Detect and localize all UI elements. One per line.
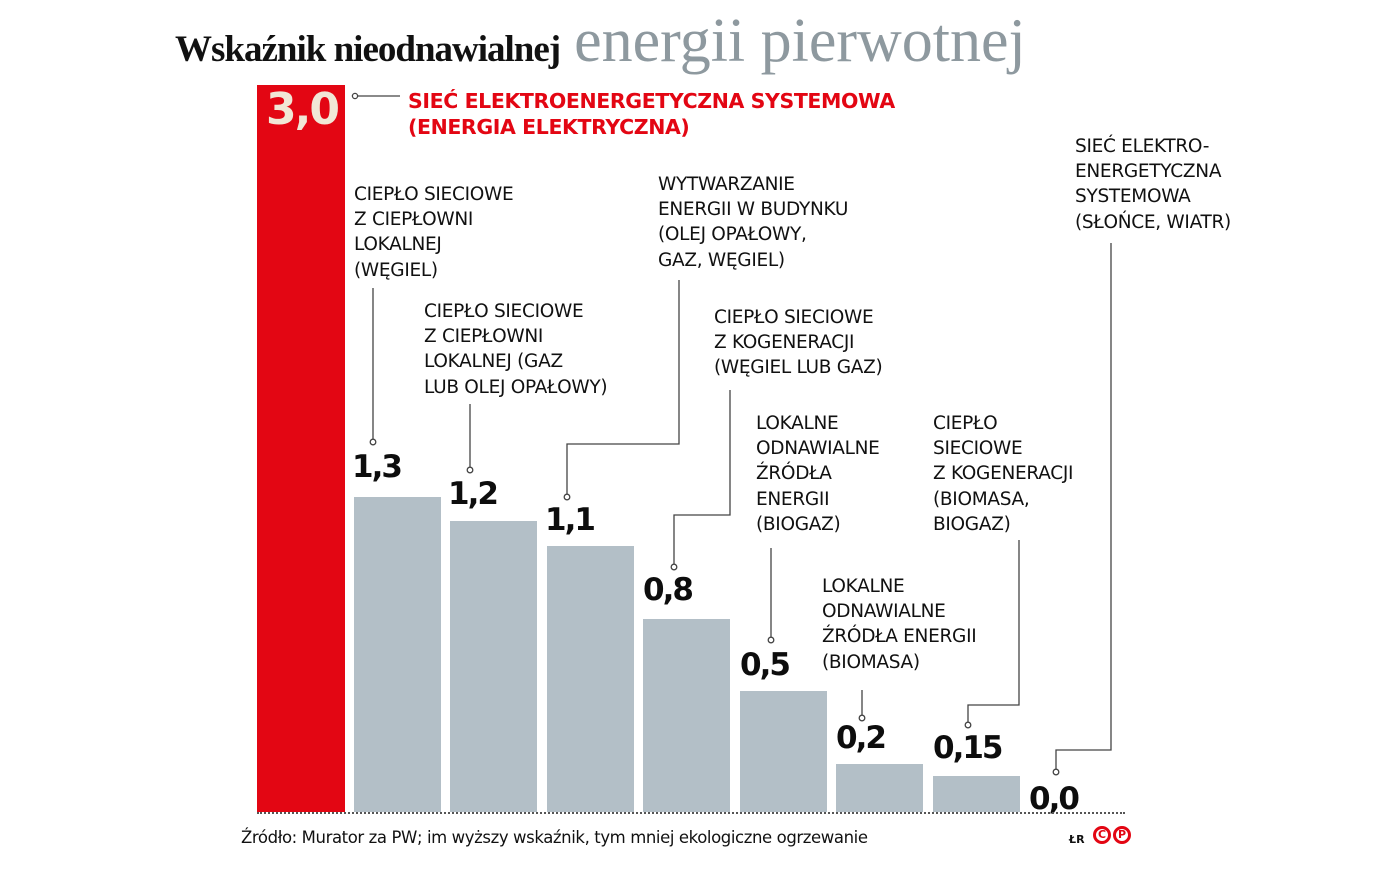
title-part-1: Wskaźnik nieodnawialnej [175,29,561,70]
bar-value-label: 0,0 [1029,781,1080,817]
bar [740,691,827,812]
bar [933,776,1020,812]
publisher-logo-c-icon: C [1093,826,1111,844]
bar-category-label: SIEĆ ELEKTRO- ENERGETYCZNA SYSTEMOWA (SŁ… [1075,136,1231,233]
author-credit: ŁR [1069,833,1085,846]
bar-value-label: 0,5 [740,647,791,683]
bar-highlight [257,85,345,812]
publisher-logo-p-icon: P [1113,826,1131,844]
bar-value-label: 1,3 [352,449,403,485]
bar [643,619,730,812]
bar-category-label: WYTWARZANIE ENERGII W BUDYNKU (OLEJ OPAŁ… [658,174,849,271]
bar-category-label: CIEPŁO SIECIOWE Z KOGENERACJI (BIOMASA, … [933,413,1074,535]
baseline-divider [257,812,1125,814]
source-note: Źródło: Murator za PW; im wyższy wskaźni… [241,828,868,847]
bar-category-label: SIEĆ ELEKTROENERGETYCZNA SYSTEMOWA (ENER… [408,89,895,139]
bar-category-label: CIEPŁO SIECIOWE Z CIEPŁOWNI LOKALNEJ (GA… [424,301,608,398]
bar [836,764,923,812]
bar-value-label: 0,2 [836,720,887,756]
bar [450,521,537,812]
bar-value-label: 1,1 [545,502,596,538]
bar-category-label: LOKALNE ODNAWIALNE ŹRÓDŁA ENERGII (BIOMA… [822,576,977,673]
bar [547,546,634,812]
bar-value-label: 0,15 [933,730,1003,766]
bar [354,497,441,812]
bar-category-label: CIEPŁO SIECIOWE Z KOGENERACJI (WĘGIEL LU… [714,307,883,379]
chart-title: Wskaźnik nieodnawialnej energii pierwotne… [175,6,1026,77]
title-part-2: energii pierwotnej [574,7,1026,75]
bar-category-label: CIEPŁO SIECIOWE Z CIEPŁOWNI LOKALNEJ (WĘ… [354,184,514,281]
bar-value-label: 3,0 [266,84,340,135]
bar-value-label: 1,2 [448,476,499,512]
bar-value-label: 0,8 [643,572,694,608]
bar-category-label: LOKALNE ODNAWIALNE ŹRÓDŁA ENERGII (BIOGA… [756,413,880,535]
